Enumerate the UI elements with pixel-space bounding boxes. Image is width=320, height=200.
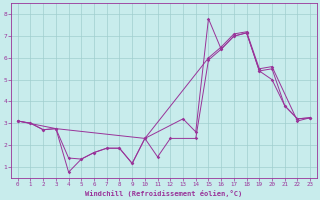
X-axis label: Windchill (Refroidissement éolien,°C): Windchill (Refroidissement éolien,°C) bbox=[85, 190, 243, 197]
